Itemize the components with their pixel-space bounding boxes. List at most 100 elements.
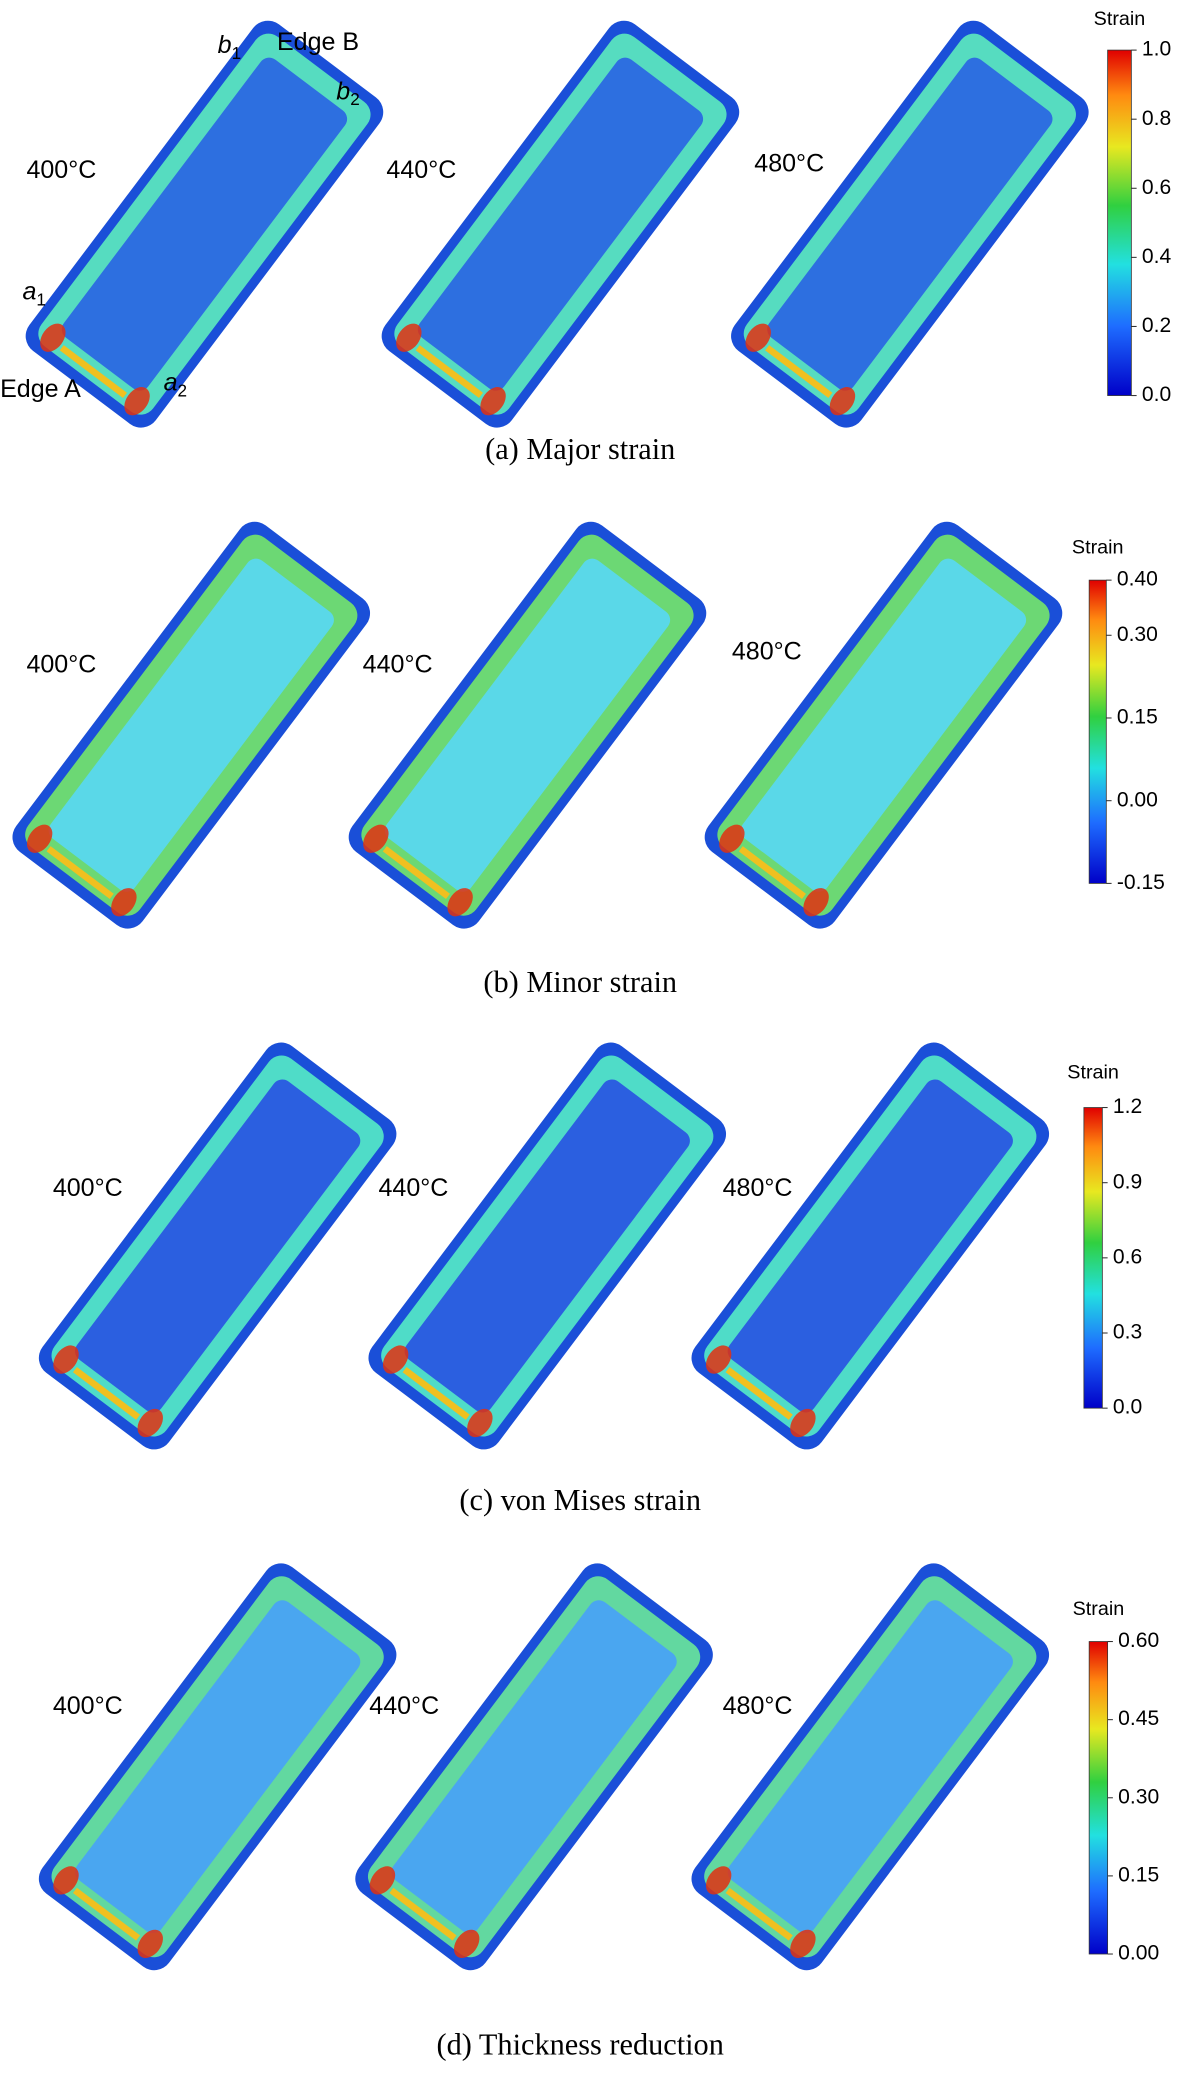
specimen-face: [767, 57, 1053, 391]
colorbar-tick-label: 0.30: [1118, 1785, 1159, 1808]
temperature-label: 480°C: [754, 149, 824, 177]
hot-edge: [738, 846, 806, 900]
colorbar-tick-label: 0.30: [1117, 623, 1158, 646]
colorbar-tick-label: 0.60: [1118, 1629, 1159, 1652]
temperature-label: 440°C: [363, 650, 433, 678]
hot-spot: [53, 1866, 79, 1895]
caption: (b) Minor strain: [483, 965, 677, 999]
specimen-face: [727, 1600, 1013, 1934]
specimen-face: [74, 1600, 361, 1934]
hot-edge: [72, 1366, 141, 1420]
strain-map: 480°C: [691, 1042, 1050, 1450]
corner-subscript: 2: [178, 380, 188, 400]
hot-spot: [719, 824, 745, 853]
specimen-face: [727, 1079, 1013, 1413]
hot-spot: [705, 1866, 732, 1895]
temperature-label: 440°C: [378, 1174, 448, 1202]
colorbar-title: Strain: [1094, 8, 1146, 30]
strain-map: 400°C: [38, 1563, 397, 1971]
caption: (d) Thickness reduction: [437, 2028, 724, 2062]
corner-subscript: 1: [232, 43, 242, 63]
colorbar-tick-label: 1.2: [1113, 1095, 1142, 1118]
hot-edge: [402, 1366, 470, 1420]
hot-spot: [111, 888, 137, 917]
hot-edge: [59, 345, 127, 399]
hot-edge: [725, 1887, 793, 1941]
hot-spot: [396, 323, 422, 352]
specimen-face: [74, 1079, 361, 1413]
colorbar: [1088, 1641, 1109, 1955]
hot-edge: [389, 1887, 457, 1941]
hot-edge: [72, 1887, 141, 1941]
hot-spot: [137, 1929, 163, 1958]
hot-spot: [124, 387, 150, 416]
specimen-face: [384, 558, 671, 892]
corner-label: b1: [218, 31, 241, 63]
colorbar-title: Strain: [1072, 537, 1124, 559]
hot-spot: [53, 1345, 79, 1374]
colorbar: [1083, 1107, 1103, 1409]
temperature-label: 480°C: [723, 1174, 793, 1202]
temperature-label: 440°C: [386, 156, 456, 184]
colorbar-tick-label: 0.00: [1117, 788, 1158, 811]
temperature-label: 400°C: [26, 650, 96, 678]
strain-map: 400°C: [38, 1042, 397, 1450]
strain-map: 480°C: [704, 521, 1063, 929]
strain-map: 480°C: [691, 1563, 1050, 1971]
temperature-label: 400°C: [53, 1692, 123, 1720]
strain-map: 400°C: [25, 20, 384, 428]
panel: 400°C 440°C 480°C Strain 0.40 0.30 0.15 0.00 -0.…: [12, 521, 1165, 999]
corner-letter: a: [22, 277, 36, 305]
hot-spot: [369, 1866, 396, 1895]
edge-label: Edge A: [0, 375, 81, 403]
colorbar-tick-label: 0.15: [1117, 706, 1158, 729]
strain-map: 480°C: [731, 20, 1089, 428]
hot-edge: [46, 846, 114, 900]
panel: 400°C 440°C 480°C Strain 1.0 0.8 0.6 0.4 0.2 0.0 (…: [0, 8, 1172, 466]
specimen-face: [391, 1600, 677, 1934]
hot-edge: [725, 1366, 793, 1420]
caption: (c) von Mises strain: [459, 1483, 701, 1517]
specimen-face: [740, 558, 1027, 892]
specimen-face: [417, 57, 704, 391]
hot-spot: [467, 1408, 493, 1438]
hot-spot: [829, 387, 856, 416]
corner-letter: a: [164, 368, 178, 396]
hot-spot: [40, 323, 66, 352]
corner-label: a1: [22, 277, 45, 309]
strain-map: 440°C: [381, 20, 740, 428]
colorbar-tick-label: 0.4: [1142, 245, 1172, 268]
temperature-label: 400°C: [26, 156, 96, 184]
colorbar-tick-label: 0.8: [1142, 107, 1171, 130]
strain-map: 440°C: [348, 521, 707, 929]
strain-map: 440°C: [368, 1042, 727, 1450]
colorbar-tick-label: 0.0: [1142, 383, 1171, 406]
hot-spot: [790, 1408, 816, 1438]
colorbar-tick-label: 0.00: [1118, 1942, 1159, 1965]
hot-edge: [415, 345, 483, 399]
hot-spot: [137, 1408, 163, 1438]
panel: 400°C 440°C 480°C Strain 1.2 0.9 0.6 0.3 0.0 (c) …: [38, 1042, 1142, 1517]
specimen-face: [61, 57, 348, 391]
corner-subscript: 2: [350, 89, 360, 109]
temperature-label: 480°C: [732, 637, 802, 665]
colorbar-tick-label: 0.0: [1113, 1396, 1142, 1419]
colorbar-tick-label: -0.15: [1117, 871, 1165, 894]
specimen-face: [404, 1079, 690, 1413]
hot-spot: [705, 1345, 732, 1374]
hot-spot: [745, 323, 771, 352]
colorbar-tick-label: 0.9: [1113, 1170, 1142, 1193]
strain-map: 400°C: [12, 521, 371, 929]
hot-spot: [447, 888, 473, 917]
colorbar-tick-label: 0.6: [1142, 176, 1171, 199]
colorbar-tick-label: 0.15: [1118, 1863, 1159, 1886]
edge-label: Edge B: [277, 28, 359, 56]
caption: (a) Major strain: [485, 432, 675, 466]
hot-spot: [790, 1929, 816, 1958]
colorbar: [1107, 49, 1132, 396]
hot-spot: [803, 888, 829, 917]
temperature-label: 480°C: [723, 1692, 793, 1720]
colorbar-tick-label: 0.2: [1142, 314, 1171, 337]
colorbar-tick-label: 0.6: [1113, 1245, 1142, 1268]
